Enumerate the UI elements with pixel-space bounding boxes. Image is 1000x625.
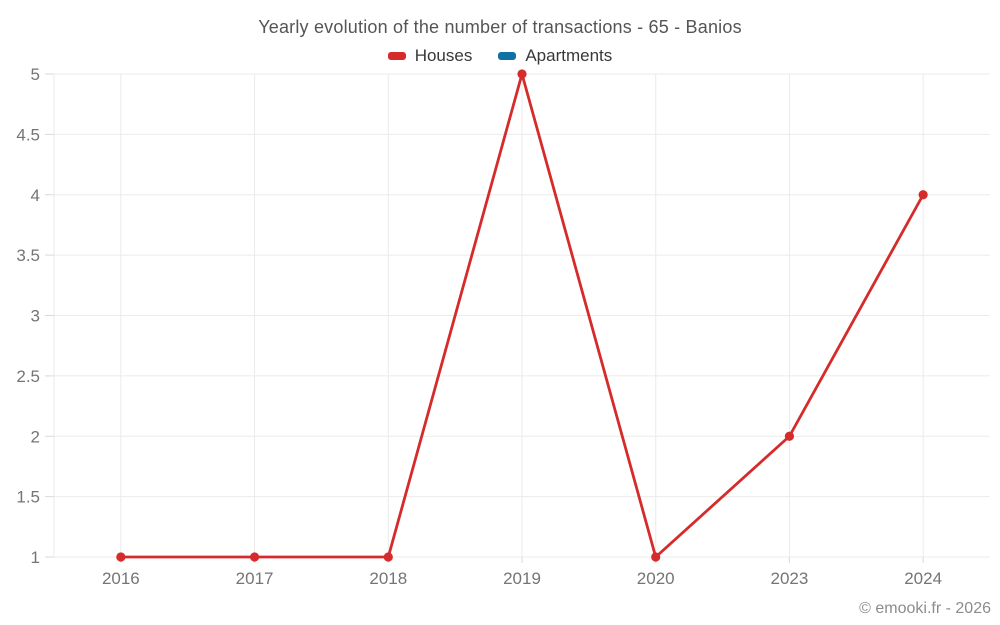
x-tick-label: 2018	[369, 569, 407, 588]
x-tick-label: 2024	[904, 569, 942, 588]
x-tick-label: 2016	[102, 569, 140, 588]
y-tick-label: 2.5	[16, 367, 40, 386]
y-tick-label: 4	[31, 186, 40, 205]
copyright: © emooki.fr - 2026	[859, 600, 991, 617]
data-point-houses-2020	[651, 552, 661, 562]
legend-item-apartments[interactable]: Apartments	[498, 46, 612, 66]
y-tick-label: 1.5	[16, 488, 40, 507]
data-point-houses-2016	[116, 552, 126, 562]
y-tick-label: 5	[31, 65, 40, 84]
legend-swatch-houses	[387, 52, 406, 60]
chart-title: Yearly evolution of the number of transa…	[258, 17, 742, 37]
y-tick-label: 4.5	[16, 125, 40, 144]
legend: Houses Apartments	[0, 46, 1000, 66]
x-tick-label: 2023	[771, 569, 809, 588]
y-tick-label: 1	[31, 548, 40, 567]
data-point-houses-2024	[918, 190, 928, 200]
data-point-houses-2023	[784, 431, 795, 441]
data-point-houses-2018	[383, 552, 393, 562]
y-tick-label: 3	[31, 307, 40, 326]
y-tick-label: 3.5	[16, 246, 40, 265]
legend-label: Houses	[414, 46, 473, 65]
x-tick-label: 2020	[637, 569, 675, 588]
legend-swatch-apartments	[498, 52, 517, 60]
x-tick-label: 2019	[503, 569, 541, 588]
y-tick-label: 2	[31, 427, 40, 446]
data-point-houses-2019	[517, 69, 527, 79]
legend-item-houses[interactable]: Houses	[387, 46, 473, 66]
x-tick-label: 2017	[236, 569, 274, 588]
data-point-houses-2017	[249, 552, 260, 562]
legend-label: Apartments	[525, 46, 613, 65]
